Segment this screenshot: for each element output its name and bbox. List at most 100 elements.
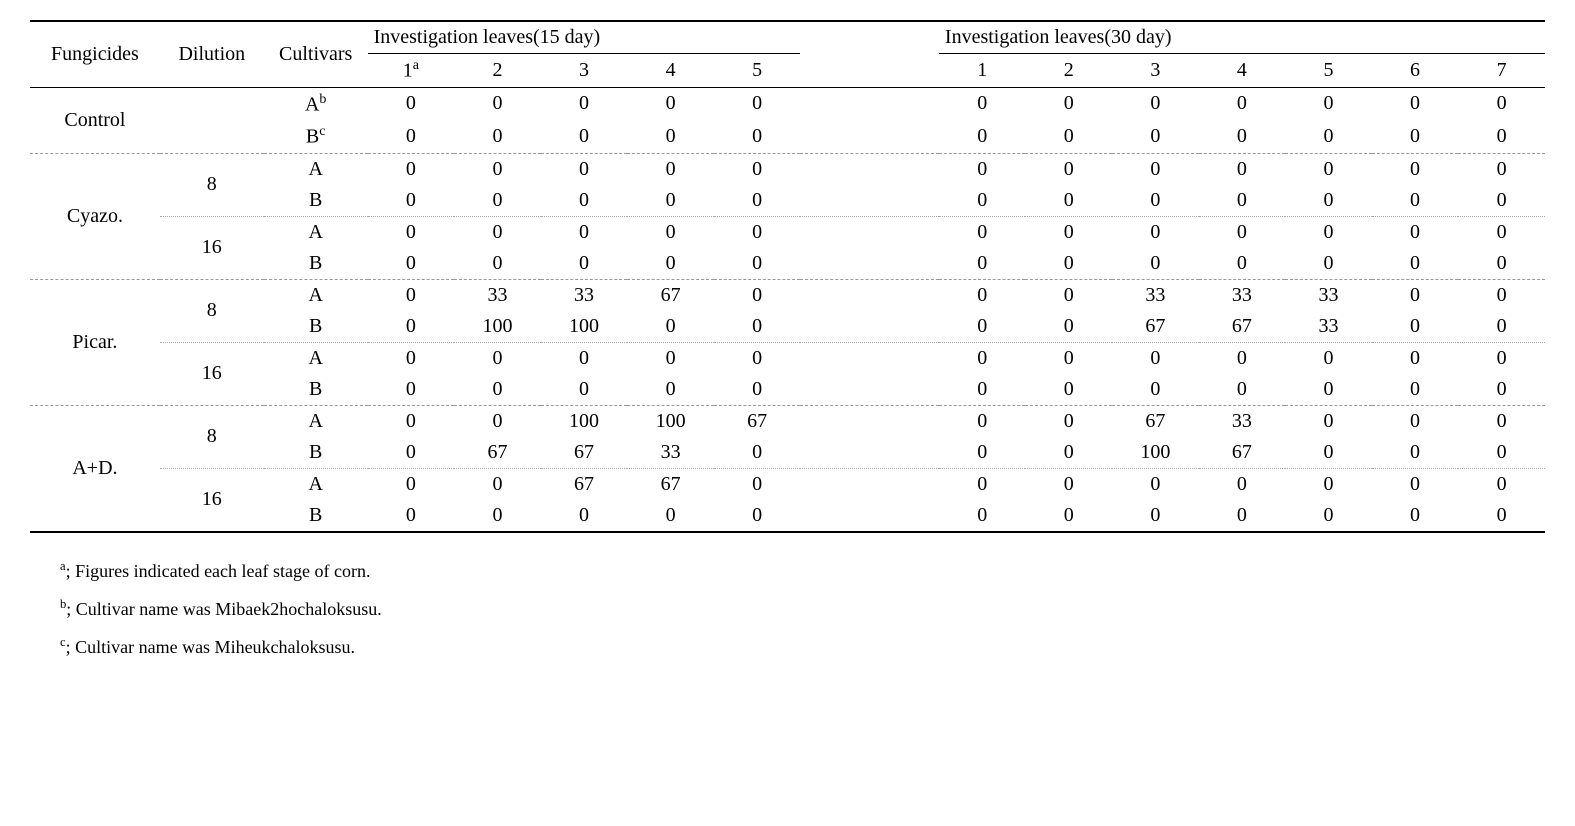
data-cell: 0 [1372, 120, 1459, 153]
data-cell: 0 [368, 374, 455, 406]
data-cell: 0 [1458, 87, 1545, 120]
footnote-c: c; Cultivar name was Miheukchaloksusu. [60, 629, 1545, 665]
data-cell: 0 [1372, 311, 1459, 343]
data-cell: 33 [1112, 279, 1199, 311]
dilution-cell: 16 [160, 216, 264, 279]
cultivar-cell: Bc [264, 120, 368, 153]
data-cell: 0 [627, 87, 714, 120]
data-cell: 0 [1458, 279, 1545, 311]
fungicide-cell: Picar. [30, 279, 160, 405]
data-cell: 0 [1112, 216, 1199, 248]
data-cell: 0 [714, 342, 801, 374]
data-cell: 0 [1372, 437, 1459, 469]
fungicide-cell: Cyazo. [30, 153, 160, 279]
data-cell: 0 [1025, 153, 1112, 185]
data-cell: 0 [368, 279, 455, 311]
data-cell: 0 [714, 279, 801, 311]
data-cell: 0 [541, 153, 628, 185]
data-cell: 0 [1199, 500, 1286, 532]
gap-cell [800, 500, 939, 532]
data-cell: 0 [1112, 185, 1199, 217]
data-cell: 0 [1025, 342, 1112, 374]
data-cell: 0 [939, 248, 1026, 280]
data-cell: 0 [939, 437, 1026, 469]
col-d30-4: 4 [1199, 54, 1286, 88]
data-cell: 0 [939, 153, 1026, 185]
col-d15-4: 4 [627, 54, 714, 88]
data-cell: 0 [714, 185, 801, 217]
col-d30-2: 2 [1025, 54, 1112, 88]
data-cell: 0 [1372, 405, 1459, 437]
data-cell: 0 [1458, 120, 1545, 153]
gap-cell [800, 405, 939, 437]
data-cell: 67 [627, 468, 714, 500]
col-d30-7: 7 [1458, 54, 1545, 88]
data-cell: 0 [368, 87, 455, 120]
col-d15-3: 3 [541, 54, 628, 88]
gap-cell [800, 87, 939, 120]
data-cell: 0 [1112, 342, 1199, 374]
data-cell: 0 [1372, 468, 1459, 500]
data-cell: 0 [541, 374, 628, 406]
dilution-cell: 16 [160, 468, 264, 532]
col-fungicides: Fungicides [30, 21, 160, 87]
data-cell: 0 [939, 279, 1026, 311]
gap-cell [800, 374, 939, 406]
data-cell: 0 [714, 153, 801, 185]
data-cell: 0 [1199, 342, 1286, 374]
data-cell: 0 [1199, 216, 1286, 248]
data-cell: 67 [541, 468, 628, 500]
data-cell: 0 [454, 405, 541, 437]
footnote-b: b; Cultivar name was Mibaek2hochaloksusu… [60, 591, 1545, 627]
data-cell: 0 [714, 87, 801, 120]
col-d15-2: 2 [454, 54, 541, 88]
data-cell: 0 [714, 120, 801, 153]
data-cell: 0 [627, 120, 714, 153]
data-cell: 33 [454, 279, 541, 311]
data-cell: 0 [368, 500, 455, 532]
data-cell: 0 [1285, 500, 1372, 532]
data-cell: 67 [541, 437, 628, 469]
cultivar-cell: B [264, 437, 368, 469]
table-row: Cyazo.8A000000000000 [30, 153, 1545, 185]
footnotes: a; Figures indicated each leaf stage of … [30, 553, 1545, 665]
data-cell: 100 [541, 311, 628, 343]
data-cell: 0 [368, 185, 455, 217]
data-cell: 100 [541, 405, 628, 437]
data-cell: 0 [1372, 374, 1459, 406]
data-cell: 0 [1372, 279, 1459, 311]
data-cell: 0 [714, 248, 801, 280]
cultivar-cell: B [264, 311, 368, 343]
data-cell: 67 [1199, 437, 1286, 469]
data-cell: 0 [368, 405, 455, 437]
data-cell: 0 [1112, 500, 1199, 532]
data-cell: 0 [1372, 500, 1459, 532]
data-cell: 0 [1458, 468, 1545, 500]
data-cell: 0 [1372, 216, 1459, 248]
data-cell: 0 [454, 120, 541, 153]
data-cell: 33 [1285, 311, 1372, 343]
data-cell: 0 [627, 500, 714, 532]
col-d15-1: 1a [368, 54, 455, 88]
data-cell: 0 [1458, 153, 1545, 185]
col-group-30: Investigation leaves(30 day) [939, 21, 1545, 54]
data-cell: 0 [1025, 120, 1112, 153]
data-cell: 33 [1199, 279, 1286, 311]
data-cell: 67 [1112, 311, 1199, 343]
data-cell: 0 [627, 374, 714, 406]
data-cell: 0 [1112, 87, 1199, 120]
dilution-cell: 8 [160, 405, 264, 468]
data-cell: 67 [1199, 311, 1286, 343]
data-cell: 33 [541, 279, 628, 311]
gap-cell [800, 216, 939, 248]
cultivar-cell: A [264, 153, 368, 185]
data-cell: 0 [939, 500, 1026, 532]
data-cell: 0 [714, 437, 801, 469]
data-cell: 0 [627, 342, 714, 374]
cultivar-cell: A [264, 216, 368, 248]
gap-cell [800, 185, 939, 217]
data-cell: 0 [454, 153, 541, 185]
data-cell: 0 [368, 468, 455, 500]
data-cell: 0 [1112, 120, 1199, 153]
gap-cell [800, 311, 939, 343]
